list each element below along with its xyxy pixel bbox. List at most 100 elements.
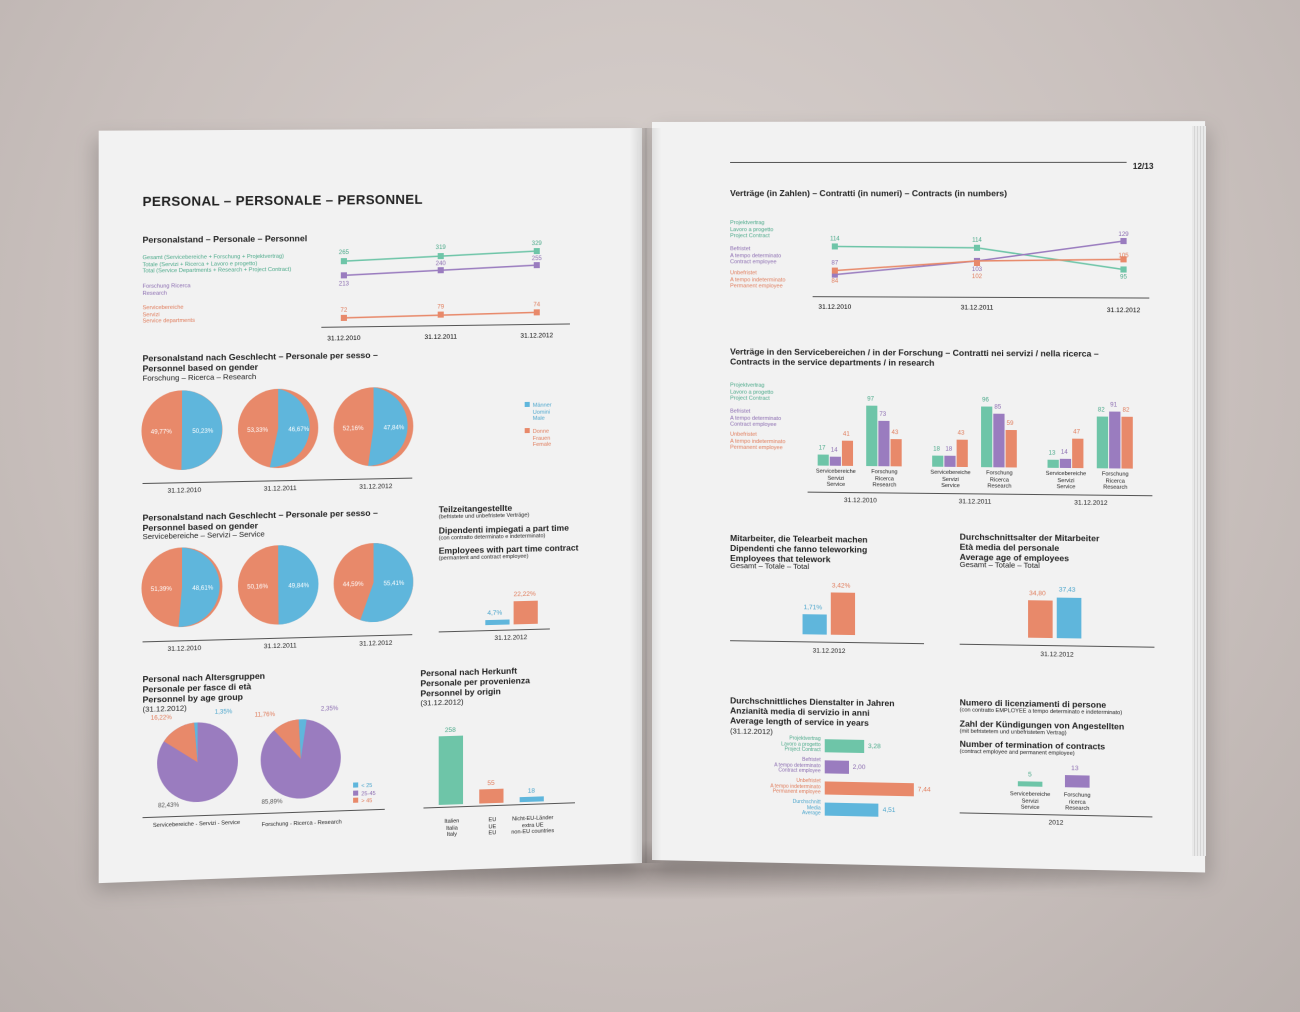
svg-text:52,16%: 52,16% [343, 426, 364, 432]
service-title: Durchschnittliches Dienstalter in Jahren… [730, 695, 894, 728]
legend-service: Servicebereiche Servizi Service department… [143, 305, 195, 326]
point [438, 253, 444, 259]
page-number: 12/13 [1133, 162, 1154, 171]
value-label: 258 [445, 727, 456, 734]
value-label: 96 [982, 398, 989, 404]
point [534, 248, 540, 254]
origin-date: (31.12.2012) [420, 697, 463, 707]
gender-research-title: Personalstand nach Geschlecht – Personal… [143, 350, 378, 374]
svg-text:48,61%: 48,61% [192, 586, 214, 593]
left-page: PERSONAL – PERSONALE – PERSONNEL Persona… [99, 128, 642, 883]
value-label: 43 [892, 430, 899, 436]
parttime-bar-female [514, 601, 538, 625]
dept-bar [957, 440, 968, 467]
point [341, 272, 347, 278]
date-label: 31.12.2010 [327, 335, 361, 342]
age-legend: < 25 25-45 > 45 [353, 782, 376, 806]
termination-cat-research: Forschung ricerca Research [1055, 792, 1100, 813]
dept-bar [891, 439, 902, 466]
date-label: 31.12.2012 [494, 634, 527, 642]
date-label: 2012 [1049, 819, 1064, 826]
dept-cat-label: Servicebereiche Servizi Service [1043, 471, 1088, 491]
service-cat-label: Durchschnitt Media Average [742, 799, 821, 817]
value-label: 43 [958, 431, 965, 437]
legend-female: Donne Frauen Female [525, 428, 552, 449]
origin-cat-italy: Italien Italia Italy [439, 818, 465, 839]
point [438, 267, 444, 273]
svg-text:50,16%: 50,16% [247, 584, 269, 591]
svg-text:16,22%: 16,22% [151, 715, 173, 722]
value-label: 13 [1071, 765, 1078, 772]
svg-text:2,35%: 2,35% [321, 706, 339, 713]
telework-bar-1 [803, 614, 827, 634]
svg-text:1,35%: 1,35% [215, 709, 233, 716]
date-label: 31.12.2010 [844, 497, 877, 504]
value-label: 59 [1007, 421, 1014, 427]
svg-text:114: 114 [972, 238, 982, 244]
value-label: 240 [436, 261, 447, 267]
value-label: 79 [437, 305, 444, 311]
gender-research-pies: 49,77% 50,23% 53,33% 46,67% 52,16% 47,84… [140, 386, 418, 484]
date-label: 31.12.2012 [813, 647, 846, 655]
value-label: 55 [487, 779, 494, 786]
value-label: 4,51 [883, 807, 896, 814]
svg-text:11,76%: 11,76% [255, 712, 276, 719]
date-label: 31.12.2012 [359, 483, 392, 491]
value-label: 5 [1028, 771, 1032, 778]
date-label: 31.12.2012 [520, 332, 553, 339]
date-label: 31.12.2011 [959, 498, 992, 505]
value-label: 1,71% [804, 604, 823, 611]
point [438, 312, 444, 318]
date-label: 31.12.2012 [359, 640, 392, 648]
dept-bar [1109, 411, 1120, 468]
value-label: 3,28 [868, 743, 881, 750]
value-label: 17 [819, 446, 826, 452]
date-label: 31.12.2011 [425, 334, 458, 341]
svg-text:44,59%: 44,59% [343, 582, 364, 589]
point [534, 262, 540, 268]
service-bar [825, 760, 849, 774]
dept-cat-label: Forschung Ricerca Research [862, 469, 907, 489]
origin-title: Personal nach Herkunft Personale per prov… [420, 665, 530, 698]
termination-block: Numero di licenziamenti di persone (con … [960, 697, 1186, 759]
avgage-sub: Gesamt – Totale – Total [960, 560, 1040, 570]
dept-title: Verträge in den Servicebereichen / in de… [730, 346, 1099, 368]
telework-sub: Gesamt – Totale – Total [730, 561, 809, 571]
legend-total: Gesamt (Servicebereiche + Forschung + Pr… [143, 254, 292, 275]
svg-text:114: 114 [830, 236, 840, 242]
page-title: PERSONAL – PERSONALE – PERSONNEL [143, 192, 423, 209]
value-label: 3,42% [832, 582, 851, 589]
point [341, 258, 347, 264]
book-gutter [630, 128, 662, 863]
age-label-research: Forschung - Ricerca - Research [262, 819, 342, 828]
value-label: 329 [532, 241, 543, 247]
value-label: 85 [994, 405, 1001, 411]
origin-bar-italy [439, 736, 463, 805]
contracts-line-chart: 114 114 95 87 103 129 84 102 105 31.12.2… [813, 230, 1150, 317]
svg-text:55,41%: 55,41% [384, 581, 405, 588]
dept-bar [981, 407, 992, 467]
value-label: 72 [340, 308, 347, 314]
dept-bar [1048, 460, 1059, 468]
dept-bar [944, 456, 955, 467]
dept-cat-label: Servicebereiche Servizi Service [814, 469, 858, 489]
page-edges [1192, 126, 1206, 856]
value-label: 7,44 [918, 786, 931, 793]
date-label: 31.12.2011 [264, 642, 297, 650]
svg-text:82,43%: 82,43% [158, 803, 180, 810]
value-label: 4,7% [487, 610, 502, 617]
value-label: 97 [867, 396, 874, 402]
svg-text:49,77%: 49,77% [151, 429, 173, 435]
contracts-title: Verträge (in Zahlen) – Contratti (in num… [730, 188, 1007, 198]
telework-title: Mitarbeiter, die Telearbeit machen Dipend… [730, 533, 868, 565]
telework-bar-2 [831, 592, 855, 635]
svg-text:85,89%: 85,89% [262, 799, 284, 806]
value-label: 37,43 [1059, 586, 1076, 593]
right-page: 12/13 Verträge (in Zahlen) – Contratti (… [652, 121, 1205, 872]
service-bar [825, 781, 914, 796]
value-label: 47 [1073, 429, 1080, 435]
avgage-bar-1 [1028, 600, 1053, 638]
value-label: 82 [1123, 408, 1130, 414]
dept-bar [1121, 417, 1132, 469]
value-label: 2,00 [853, 764, 866, 771]
